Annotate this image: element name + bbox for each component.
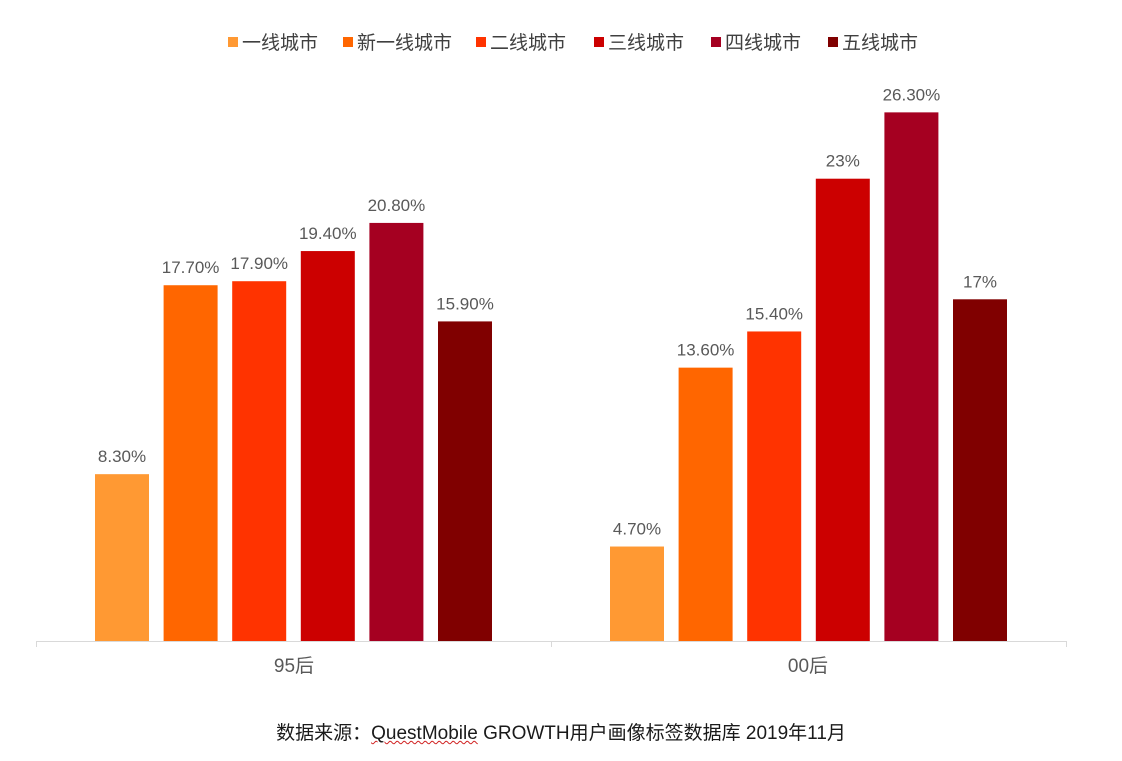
legend-item: 一线城市 xyxy=(228,32,318,54)
bar xyxy=(815,178,870,641)
legend-swatch xyxy=(594,37,604,47)
data-label: 13.60% xyxy=(677,341,735,360)
legend-item: 新一线城市 xyxy=(343,32,452,54)
legend-label: 三线城市 xyxy=(608,32,684,54)
x-axis: 95后 00后 xyxy=(36,641,1067,677)
data-label: 17% xyxy=(963,272,997,291)
bar xyxy=(747,331,802,641)
legend-item: 四线城市 xyxy=(711,32,801,54)
bar xyxy=(95,474,149,641)
data-label: 4.70% xyxy=(613,520,661,539)
legend-label: 一线城市 xyxy=(242,32,318,54)
data-labels: 8.30% 17.70% 17.90% 19.40% 20.80% 15.90% 4.70%… xyxy=(98,85,997,538)
legend-item: 二线城市 xyxy=(476,32,566,54)
bar xyxy=(163,285,218,641)
bar xyxy=(369,222,424,642)
bar xyxy=(884,112,939,642)
data-label: 15.90% xyxy=(436,294,494,313)
legend-swatch xyxy=(228,37,238,47)
data-label: 17.70% xyxy=(162,258,220,277)
data-label: 26.30% xyxy=(883,85,941,104)
legend-swatch xyxy=(711,37,721,47)
source-suffix: GROWTH用户画像标签数据库 2019年11月 xyxy=(477,723,846,744)
legend-label: 五线城市 xyxy=(842,32,918,54)
bar xyxy=(678,367,733,641)
chart-legend: 一线城市 新一线城市 二线城市 三线城市 四线城市 五线城市 xyxy=(228,32,918,54)
data-label: 23% xyxy=(826,152,860,171)
legend-item: 三线城市 xyxy=(594,32,684,54)
bar xyxy=(438,321,492,641)
chart-bars xyxy=(95,112,1007,642)
source-brand: QuestMobile xyxy=(371,723,478,744)
data-label: 20.80% xyxy=(368,196,426,215)
data-label: 8.30% xyxy=(98,447,146,466)
data-label: 19.40% xyxy=(299,224,357,243)
legend-swatch xyxy=(476,37,486,47)
legend-swatch xyxy=(343,37,353,47)
data-label: 15.40% xyxy=(745,304,803,323)
data-source-note: 数据来源：QuestMobile GROWTH用户画像标签数据库 2019年11… xyxy=(0,718,1122,745)
x-tick-label: 00后 xyxy=(788,655,828,677)
bar xyxy=(300,251,355,641)
bar xyxy=(953,299,1007,641)
legend-label: 新一线城市 xyxy=(357,32,452,54)
source-prefix: 数据来源： xyxy=(276,723,372,744)
x-tick-label: 95后 xyxy=(274,655,314,677)
legend-label: 二线城市 xyxy=(490,32,566,54)
bar xyxy=(610,546,664,641)
legend-item: 五线城市 xyxy=(828,32,918,54)
legend-label: 四线城市 xyxy=(725,32,801,54)
legend-swatch xyxy=(828,37,838,47)
data-label: 17.90% xyxy=(230,254,288,273)
bar xyxy=(232,281,287,641)
